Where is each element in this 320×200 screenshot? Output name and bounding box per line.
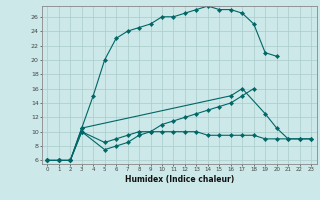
- X-axis label: Humidex (Indice chaleur): Humidex (Indice chaleur): [124, 175, 234, 184]
